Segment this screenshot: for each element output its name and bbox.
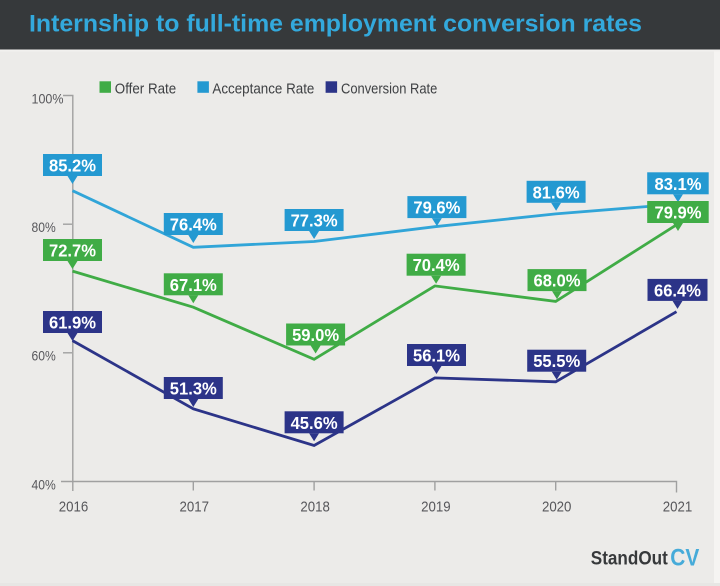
svg-text:2019: 2019 — [421, 499, 451, 516]
svg-text:Offer Rate: Offer Rate — [115, 80, 176, 97]
svg-text:66.4%: 66.4% — [654, 280, 701, 300]
svg-text:55.5%: 55.5% — [533, 351, 580, 371]
svg-text:85.2%: 85.2% — [49, 156, 96, 176]
svg-text:40%: 40% — [32, 476, 56, 492]
svg-text:51.3%: 51.3% — [170, 379, 217, 399]
svg-text:68.0%: 68.0% — [534, 271, 581, 291]
svg-text:76.4%: 76.4% — [170, 215, 217, 235]
svg-text:2021: 2021 — [663, 499, 693, 516]
svg-text:81.6%: 81.6% — [533, 182, 580, 202]
svg-text:Conversion Rate: Conversion Rate — [341, 80, 437, 97]
svg-text:Internship to full-time employ: Internship to full-time employment conve… — [29, 11, 642, 38]
svg-text:100%: 100% — [32, 90, 64, 106]
svg-text:77.3%: 77.3% — [291, 211, 338, 231]
svg-text:60%: 60% — [32, 348, 56, 364]
svg-text:79.6%: 79.6% — [413, 198, 460, 218]
svg-text:70.4%: 70.4% — [413, 255, 460, 275]
svg-text:45.6%: 45.6% — [291, 413, 338, 433]
svg-text:2018: 2018 — [300, 499, 330, 516]
svg-text:StandOut: StandOut — [591, 549, 669, 570]
svg-text:59.0%: 59.0% — [292, 325, 339, 345]
svg-text:80%: 80% — [32, 219, 56, 235]
svg-text:56.1%: 56.1% — [413, 346, 460, 366]
svg-text:67.1%: 67.1% — [170, 275, 217, 295]
svg-text:CV: CV — [670, 545, 699, 572]
svg-text:2020: 2020 — [542, 499, 572, 516]
svg-text:79.9%: 79.9% — [655, 203, 702, 223]
svg-text:61.9%: 61.9% — [49, 313, 96, 333]
svg-text:Acceptance Rate: Acceptance Rate — [212, 80, 314, 97]
svg-text:72.7%: 72.7% — [49, 241, 96, 261]
svg-text:2016: 2016 — [59, 499, 89, 516]
svg-text:2017: 2017 — [180, 499, 210, 516]
svg-text:83.1%: 83.1% — [655, 174, 702, 194]
